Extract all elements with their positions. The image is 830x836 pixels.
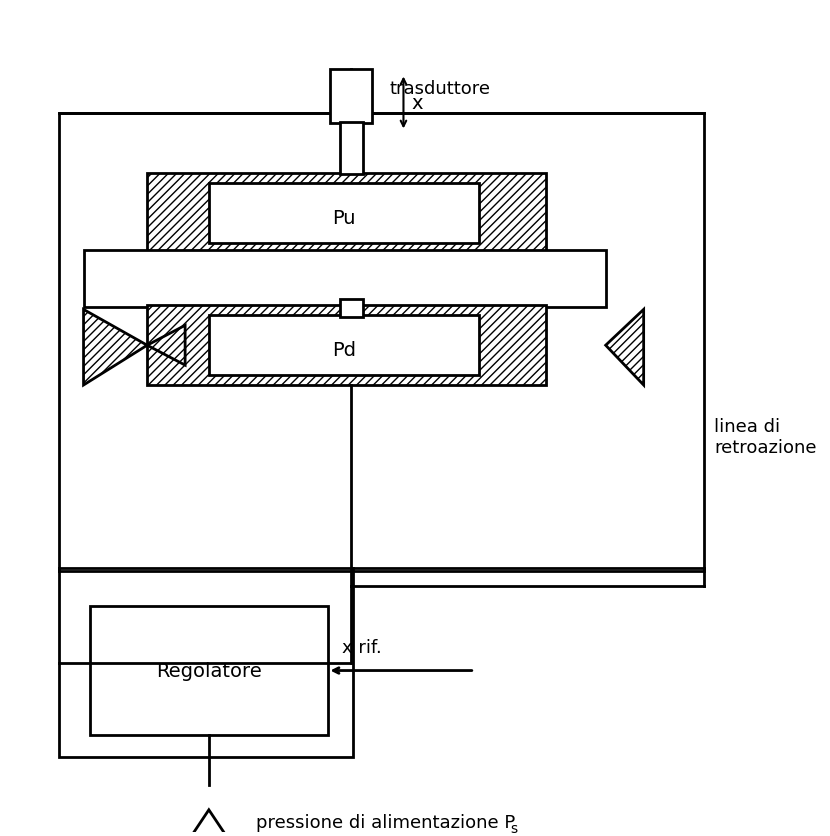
Text: trasduttore: trasduttore: [389, 79, 491, 98]
Text: pressione di alimentazione P: pressione di alimentazione P: [256, 813, 515, 831]
Bar: [90, 606, 328, 736]
Bar: [209, 316, 480, 375]
Bar: [84, 251, 606, 308]
Polygon shape: [84, 310, 147, 385]
Text: Pd: Pd: [332, 340, 356, 359]
Bar: [339, 123, 363, 175]
Bar: [59, 568, 353, 757]
Bar: [59, 115, 705, 571]
Polygon shape: [147, 326, 185, 365]
Bar: [330, 69, 372, 125]
Text: x: x: [411, 94, 422, 113]
Text: s: s: [510, 821, 518, 835]
Bar: [147, 306, 546, 385]
Text: Pu: Pu: [332, 209, 356, 228]
Text: Regolatore: Regolatore: [156, 661, 261, 681]
Bar: [147, 174, 546, 253]
Text: linea di
retroazione: linea di retroazione: [714, 418, 817, 456]
Text: x rif.: x rif.: [342, 638, 382, 655]
Bar: [209, 184, 480, 243]
Bar: [339, 300, 363, 318]
Polygon shape: [606, 310, 643, 385]
